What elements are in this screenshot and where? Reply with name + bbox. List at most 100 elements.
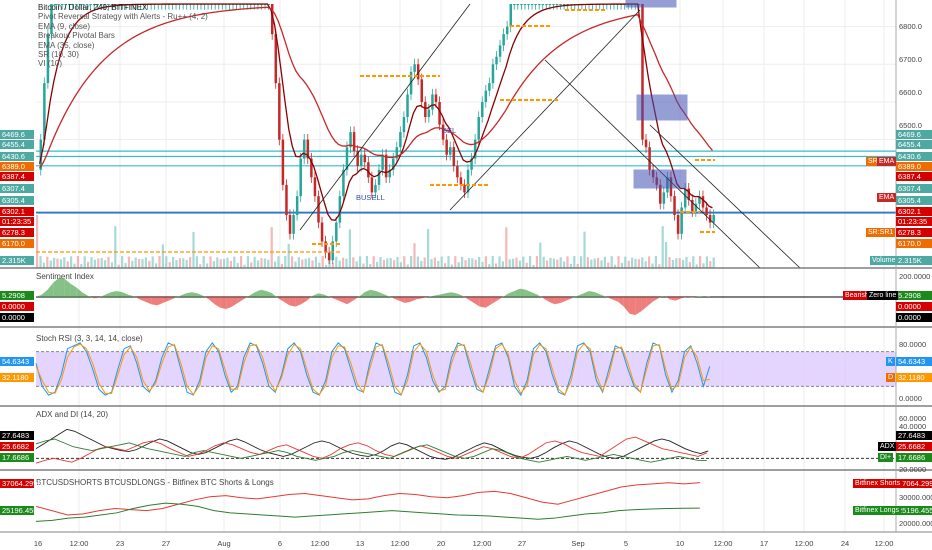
label-busell: BUSELL [356, 193, 385, 202]
tag-sr[interactable]: SR [866, 157, 880, 166]
sentiment-title[interactable]: Sentiment Index [36, 272, 94, 281]
sentiment-area-17 [133, 296, 140, 300]
volume-bar-195 [699, 256, 702, 268]
volume-bar-139 [508, 259, 511, 268]
stoch-band [36, 351, 896, 387]
candle-body-176 [662, 192, 666, 204]
volume-bar-37 [161, 244, 164, 268]
volume-bar-100 [376, 261, 379, 268]
sl-right-badge-longs: 25196.4555 [896, 506, 932, 515]
candle-body-68 [278, 83, 281, 140]
sentiment-area-11 [99, 294, 106, 298]
candle-body-12 [78, 4, 82, 5]
volume-bar-150 [546, 260, 549, 268]
candle-body-98 [384, 154, 388, 178]
volume-bar-52 [212, 261, 215, 268]
candle-body-180 [676, 215, 680, 234]
adx-line-1 [35, 436, 708, 464]
tag-ema-1[interactable]: EMA [877, 157, 897, 166]
tag-bitfinex-shorts[interactable]: Bitfinex Shorts [853, 479, 903, 488]
price-pane [36, 0, 896, 269]
sentiment-area-49 [318, 293, 325, 297]
candle-body-105 [409, 71, 413, 95]
sentiment-area-88 [543, 297, 549, 302]
sentiment-area-26 [185, 292, 192, 297]
tag-di-plus[interactable]: DI+ [878, 453, 894, 462]
zone-box-3 [633, 169, 687, 189]
volume-bar-47 [195, 256, 198, 268]
volume-bar-9 [66, 261, 69, 268]
volume-bar-72 [280, 263, 283, 268]
adx-pane [35, 428, 896, 464]
tag-bitfinex-longs[interactable]: Bitfinex Longs [853, 506, 901, 515]
candle-body-23 [117, 4, 121, 5]
tag-d[interactable]: D [886, 373, 896, 382]
legend-vi[interactable]: VI (10) [38, 59, 63, 69]
sentiment-area-84 [520, 288, 526, 297]
volume-bar-180 [648, 256, 651, 268]
volume-bar-128 [471, 258, 474, 268]
left-badge-6305: 6305.4 [0, 196, 34, 205]
sentiment-area-35 [237, 297, 244, 303]
adx-title[interactable]: ADX and DI (14, 20) [36, 410, 109, 419]
sentiment-area-44 [289, 297, 296, 307]
legend-ema35[interactable]: EMA (35, close) [38, 40, 95, 50]
volume-bar-183 [658, 264, 661, 268]
legend-pivot-strategy[interactable]: Pivot Reversal Strategy with Alerts - Ru… [38, 12, 208, 22]
tag-volume[interactable]: Volume [870, 256, 898, 265]
candle-body-122 [470, 158, 473, 170]
volume-bar-35 [155, 263, 158, 268]
sent-left-badge-zero: 0.0000 [0, 313, 34, 322]
tag-adx[interactable]: ADX [878, 442, 897, 451]
candle-body-15 [89, 4, 92, 5]
volume-bar-10 [70, 256, 73, 268]
volume-bar-179 [644, 261, 647, 268]
volume-bar-161 [583, 231, 586, 268]
tag-k[interactable]: K [886, 357, 895, 366]
adx-left-badge-adx: 27.6483 [0, 431, 34, 440]
stoch-rsi-title[interactable]: Stoch RSI (3, 3, 14, 14, close) [36, 334, 143, 343]
volume-bar-155 [563, 261, 566, 268]
shorts-longs-title[interactable]: BTCUSDSHORTS BTCUSDLONGS - Bitfinex BTC … [36, 478, 274, 487]
tag-zero-line[interactable]: Zero line [867, 291, 899, 300]
legend-breakout[interactable]: Breakout Pivotal Bars [38, 31, 115, 41]
candle-body-121 [466, 169, 470, 193]
volume-bar-24 [117, 264, 120, 268]
stoch-left-badge-k: 54.6343 [0, 357, 34, 366]
volume-bar-76 [294, 261, 297, 268]
sl-line-0 [35, 482, 701, 516]
volume-bar-125 [461, 256, 464, 268]
trendline-2 [449, 9, 641, 211]
candle-body-172 [648, 147, 651, 170]
volume-bar-193 [692, 256, 695, 268]
candle-body-71 [288, 215, 292, 234]
sentiment-area-68 [427, 295, 434, 297]
volume-bar-142 [518, 260, 521, 268]
volume-bar-136 [498, 256, 501, 268]
sentiment-area-64 [404, 297, 411, 303]
volume-bar-80 [308, 257, 311, 268]
volume-bar-91 [345, 258, 348, 268]
legend-sr[interactable]: SR (10, 30) [38, 49, 79, 59]
tag-bearish[interactable]: Bearish [843, 291, 871, 300]
volume-bar-166 [600, 260, 603, 268]
candle-body-111 [431, 94, 434, 110]
tag-ema-2[interactable]: EMA [877, 193, 897, 202]
sentiment-area-89 [548, 297, 555, 305]
stoch-rsi-pane [35, 342, 896, 397]
candle-body-86 [342, 169, 345, 197]
legend-symbol[interactable]: Bitcoin / Dollar, 240, BITFINEX [38, 3, 148, 12]
candle-body-85 [338, 196, 342, 223]
volume-bar-174 [627, 260, 630, 268]
volume-bar-132 [484, 256, 487, 268]
volume-bar-138 [505, 227, 508, 268]
tag-sr-sr1[interactable]: SR:SR1 [866, 228, 896, 237]
sentiment-area-90 [554, 297, 561, 305]
sentiment-area-63 [399, 297, 405, 303]
legend-ema9[interactable]: EMA (9, close) [38, 21, 91, 31]
volume-bar-153 [556, 259, 559, 268]
shorts-longs-pane [35, 482, 701, 522]
volume-bar-114 [423, 257, 426, 268]
x-tick-4: Aug [217, 539, 231, 548]
x-tick-13: 5 [623, 539, 629, 548]
